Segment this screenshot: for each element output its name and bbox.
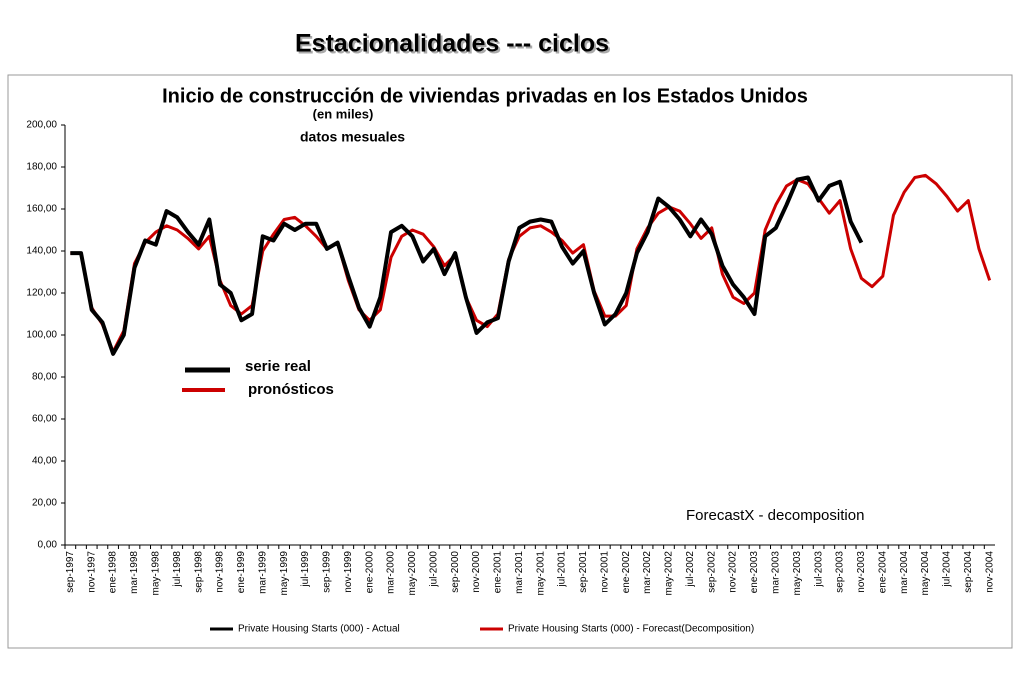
x-tick-label: nov-1998 [215,551,226,593]
y-tick-label: 180,00 [26,162,57,173]
y-tick-label: 160,00 [26,204,57,215]
header-shadow: Estacionalidades --- ciclos [297,32,611,60]
series-line [70,175,864,356]
annotation: pronósticos [248,381,334,398]
x-tick-label: jul-2000 [428,551,439,588]
x-tick-label: ene-2001 [493,551,504,594]
y-tick-label: 40,00 [32,456,57,467]
x-tick-label: ene-2004 [877,551,888,594]
x-tick-label: mar-2000 [386,551,397,594]
header: Estacionalidades --- ciclos [295,30,609,58]
legend-label: Private Housing Starts (000) - Actual [238,624,400,635]
x-tick-label: sep-1999 [322,551,333,593]
x-tick-label: jul-2004 [942,551,953,588]
y-tick-label: 60,00 [32,414,57,425]
x-tick-label: sep-2000 [450,551,461,593]
x-tick-label: may-2003 [792,551,803,596]
x-tick-label: mar-2004 [899,551,910,594]
x-tick-label: nov-2003 [856,551,867,593]
x-tick-label: sep-1998 [193,551,204,593]
x-tick-label: may-2002 [664,551,675,596]
x-tick-label: may-2001 [535,551,546,596]
annotation: serie real [245,358,311,375]
x-tick-label: nov-2004 [984,551,995,593]
y-tick-label: 20,00 [32,498,57,509]
y-tick-label: 200,00 [26,120,57,131]
chart-title: Inicio de construcción de viviendas priv… [162,85,808,107]
x-tick-label: mar-2003 [771,551,782,594]
x-tick-label: ene-2000 [364,551,375,594]
y-tick-label: 100,00 [26,330,57,341]
y-tick-label: 140,00 [26,246,57,257]
x-tick-label: mar-2001 [514,551,525,594]
x-tick-label: ene-2003 [749,551,760,594]
x-tick-label: sep-1997 [65,551,76,593]
x-tick-label: jul-2002 [685,551,696,588]
annotation: datos mesuales [300,129,405,145]
x-tick-label: jul-2003 [813,551,824,588]
x-tick-label: mar-1999 [257,551,268,594]
x-tick-label: may-2004 [920,551,931,596]
x-tick-label: nov-2000 [471,551,482,593]
x-tick-label: jul-1998 [172,551,183,588]
x-tick-label: jul-1999 [300,551,311,588]
x-tick-label: sep-2003 [835,551,846,593]
x-tick-label: mar-2002 [642,551,653,594]
x-tick-label: ene-1999 [236,551,247,594]
x-tick-label: nov-1997 [86,551,97,593]
x-tick-label: sep-2001 [578,551,589,593]
chart-subtitle: (en miles) [313,106,374,121]
x-tick-label: mar-1998 [129,551,140,594]
x-tick-label: sep-2002 [706,551,717,593]
x-tick-label: nov-1999 [343,551,354,593]
x-tick-label: may-1998 [151,551,162,596]
y-tick-label: 0,00 [38,540,58,551]
annotation: ForecastX - decomposition [686,507,864,524]
x-tick-label: ene-1998 [108,551,119,594]
legend-label: Private Housing Starts (000) - Forecast(… [508,624,754,635]
x-tick-label: nov-2001 [599,551,610,593]
chart-frame [7,74,1013,649]
x-tick-label: may-2000 [407,551,418,596]
y-tick-label: 80,00 [32,372,57,383]
x-tick-label: ene-2002 [621,551,632,594]
x-tick-label: nov-2002 [728,551,739,593]
x-tick-label: may-1999 [279,551,290,596]
x-tick-label: jul-2001 [557,551,568,588]
x-tick-label: sep-2004 [963,551,974,593]
y-tick-label: 120,00 [26,288,57,299]
